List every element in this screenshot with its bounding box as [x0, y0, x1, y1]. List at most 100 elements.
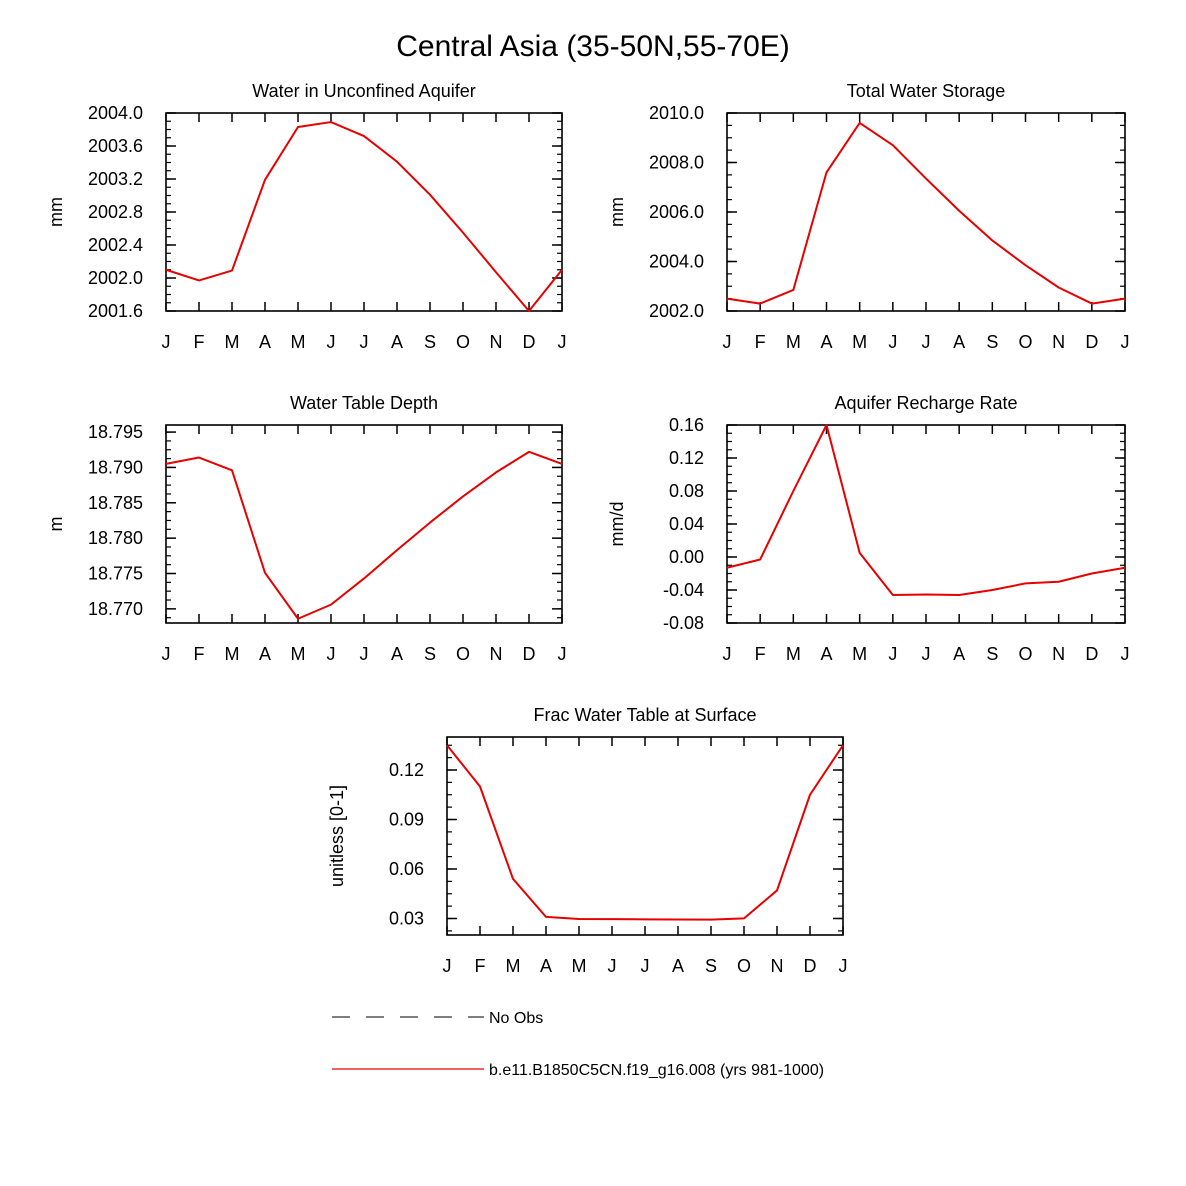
y-tick-label: 0.16	[669, 415, 704, 435]
x-tick-label: F	[194, 644, 205, 664]
y-tick-label: 2002.0	[88, 268, 143, 288]
x-tick-label: A	[540, 956, 552, 976]
y-tick-label: 0.06	[389, 859, 424, 879]
x-tick-label: A	[672, 956, 684, 976]
x-tick-label: J	[327, 332, 336, 352]
x-tick-label: O	[737, 956, 751, 976]
y-axis-label: unitless [0-1]	[327, 785, 347, 887]
y-axis-label: m	[46, 517, 66, 532]
y-tick-label: 0.04	[669, 514, 704, 534]
x-tick-label: J	[723, 644, 732, 664]
x-tick-label: F	[755, 332, 766, 352]
series-line	[726, 424, 1126, 596]
y-tick-label: 0.08	[669, 481, 704, 501]
x-tick-label: N	[490, 332, 503, 352]
x-tick-label: F	[194, 332, 205, 352]
x-tick-label: O	[1018, 332, 1032, 352]
x-tick-label: S	[986, 644, 998, 664]
x-tick-label: J	[1121, 332, 1130, 352]
x-tick-label: A	[820, 332, 832, 352]
x-tick-label: J	[723, 332, 732, 352]
x-tick-label: M	[852, 644, 867, 664]
x-tick-label: M	[291, 644, 306, 664]
x-tick-label: M	[225, 332, 240, 352]
y-tick-label: 2008.0	[649, 153, 704, 173]
y-tick-label: -0.08	[663, 613, 704, 633]
x-tick-label: S	[424, 332, 436, 352]
x-tick-label: J	[558, 644, 567, 664]
x-tick-label: D	[1085, 332, 1098, 352]
series-line	[165, 121, 563, 312]
legend-item: No Obs	[332, 1010, 543, 1027]
x-tick-label: N	[1052, 332, 1065, 352]
x-tick-label: S	[424, 644, 436, 664]
x-tick-label: M	[572, 956, 587, 976]
x-tick-label: N	[1052, 644, 1065, 664]
chart-panel-5: Frac Water Table at Surface unitless [0-1…	[327, 705, 848, 976]
legend-item: b.e11.B1850C5CN.f19_g16.008 (yrs 981-100…	[332, 1062, 824, 1079]
x-tick-label: J	[608, 956, 617, 976]
x-tick-label: J	[327, 644, 336, 664]
x-tick-label: O	[456, 332, 470, 352]
plot-frame	[726, 424, 1126, 624]
y-tick-label: 2002.8	[88, 202, 143, 222]
y-tick-label: 2003.2	[88, 169, 143, 189]
x-tick-label: M	[786, 644, 801, 664]
y-tick-label: 2004.0	[649, 252, 704, 272]
chart-title: Total Water Storage	[847, 81, 1005, 101]
y-tick-label: 2006.0	[649, 202, 704, 222]
y-tick-label: 2002.0	[649, 301, 704, 321]
x-tick-label: F	[755, 644, 766, 664]
x-tick-label: J	[443, 956, 452, 976]
x-tick-label: J	[162, 332, 171, 352]
chart-title: Water in Unconfined Aquifer	[252, 81, 475, 101]
x-tick-label: J	[641, 956, 650, 976]
plot-frame	[446, 736, 844, 936]
chart-title: Frac Water Table at Surface	[533, 705, 756, 725]
legend-label: No Obs	[489, 1010, 543, 1027]
x-tick-label: M	[852, 332, 867, 352]
y-tick-label: 0.09	[389, 810, 424, 830]
y-tick-label: 2002.4	[88, 235, 143, 255]
x-tick-label: A	[259, 644, 271, 664]
x-tick-label: J	[888, 332, 897, 352]
x-tick-label: M	[786, 332, 801, 352]
y-tick-label: 0.12	[389, 760, 424, 780]
y-tick-label: 0.03	[389, 909, 424, 929]
y-tick-label: 18.790	[88, 457, 143, 477]
y-tick-label: 18.795	[88, 422, 143, 442]
series-line	[446, 744, 844, 921]
y-tick-label: 0.00	[669, 547, 704, 567]
y-tick-label: 2003.6	[88, 136, 143, 156]
x-tick-label: J	[839, 956, 848, 976]
x-tick-label: S	[705, 956, 717, 976]
legend: No Obs b.e11.B1850C5CN.f19_g16.008 (yrs 9…	[332, 1010, 824, 1079]
x-tick-label: D	[523, 644, 536, 664]
legend-label: b.e11.B1850C5CN.f19_g16.008 (yrs 981-100…	[489, 1062, 824, 1079]
y-tick-label: 18.775	[88, 564, 143, 584]
y-tick-label: 18.770	[88, 599, 143, 619]
x-tick-label: J	[558, 332, 567, 352]
x-tick-label: A	[953, 644, 965, 664]
x-tick-label: O	[1018, 644, 1032, 664]
y-axis-label: mm/d	[607, 502, 627, 547]
y-tick-label: 2010.0	[649, 103, 704, 123]
x-tick-label: D	[1085, 644, 1098, 664]
series-line	[726, 121, 1126, 305]
plot-frame	[165, 424, 563, 624]
x-tick-label: F	[475, 956, 486, 976]
page-title: Central Asia (35-50N,55-70E)	[396, 30, 790, 63]
x-tick-label: J	[1121, 644, 1130, 664]
x-tick-label: J	[922, 332, 931, 352]
x-tick-label: N	[490, 644, 503, 664]
y-axis-label: mm	[607, 197, 627, 227]
x-tick-label: A	[259, 332, 271, 352]
x-tick-label: M	[506, 956, 521, 976]
chart-title: Aquifer Recharge Rate	[834, 393, 1017, 413]
x-tick-label: S	[986, 332, 998, 352]
